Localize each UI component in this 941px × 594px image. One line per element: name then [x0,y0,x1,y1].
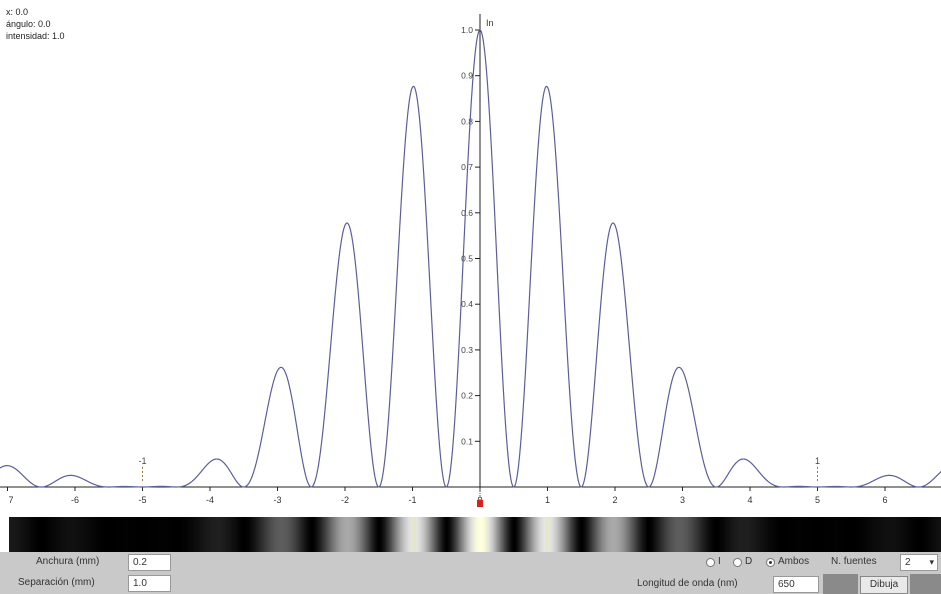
intensity-readout: intensidad: 1.0 [6,31,65,41]
interference-pattern-strip [9,517,941,552]
wavelength-color-swatch [823,574,858,594]
width-label: Anchura (mm) [36,556,100,567]
x-tick-label: -5 [138,495,146,505]
chart-marks: -1 1 [138,456,820,507]
control-panel: Anchura (mm) 0.2 I D Ambos N. fuentes 2 … [0,552,941,594]
y-tick-label: 0.3 [461,345,473,355]
radio-right-label: D [745,556,753,567]
chevron-down-icon: ▾ [929,557,934,567]
y-tick-label: 1.0 [461,25,473,35]
y-tick-label: 0.4 [461,299,473,309]
radio-left[interactable] [706,558,715,567]
x-tick-label: -6 [71,495,79,505]
envelope-marker-label: 1 [815,456,820,466]
x-tick-label: -3 [273,495,281,505]
x-tick-label: 6 [882,495,887,505]
radio-both[interactable] [766,558,775,567]
intensity-curve [0,29,941,488]
x-tick-label: 2 [612,495,617,505]
wavelength-label: Longitud de onda (nm) [637,578,738,589]
y-tick-label: 0.6 [461,208,473,218]
intensity-chart[interactable]: In7-6-5-4-3-2-101234560.10.20.30.40.50.6… [0,0,941,517]
angle-readout: ángulo: 0.0 [6,19,51,29]
x-readout: x: 0.0 [6,7,29,17]
x-tick-label: 7 [9,495,14,505]
sources-select[interactable]: 2 ▾ [900,554,938,571]
cursor-readout: x: 0.0 ángulo: 0.0 intensidad: 1.0 [6,6,65,42]
sources-label: N. fuentes [831,556,877,567]
y-tick-label: 0.8 [461,116,473,126]
y-tick-label: 0.2 [461,391,473,401]
x-tick-label: -2 [341,495,349,505]
radio-both-label: Ambos [778,556,810,567]
x-tick-label: 4 [747,495,752,505]
x-tick-label: 5 [815,495,820,505]
x-tick-label: -1 [408,495,416,505]
x-tick-label: -4 [206,495,214,505]
x-tick-label: 3 [680,495,685,505]
intensity-line [0,29,941,488]
radio-left-label: I [718,556,721,567]
separation-label: Separación (mm) [18,577,95,588]
y-tick-label: 0.5 [461,254,473,264]
x-tick-label: 1 [545,495,550,505]
center-marker [477,500,483,507]
y-tick-label: 0.1 [461,436,473,446]
wavelength-input[interactable]: 650 [773,576,819,593]
sources-value: 2 [905,557,911,568]
width-input[interactable]: 0.2 [128,554,171,571]
color-swatch-right [910,574,941,594]
y-axis-label: In [486,18,494,28]
y-tick-label: 0.9 [461,71,473,81]
draw-button[interactable]: Dibuja [860,576,908,594]
chart-axes: In7-6-5-4-3-2-101234560.10.20.30.40.50.6… [0,14,941,505]
separation-input[interactable]: 1.0 [128,575,171,592]
radio-right[interactable] [733,558,742,567]
envelope-marker-label: -1 [138,456,146,466]
